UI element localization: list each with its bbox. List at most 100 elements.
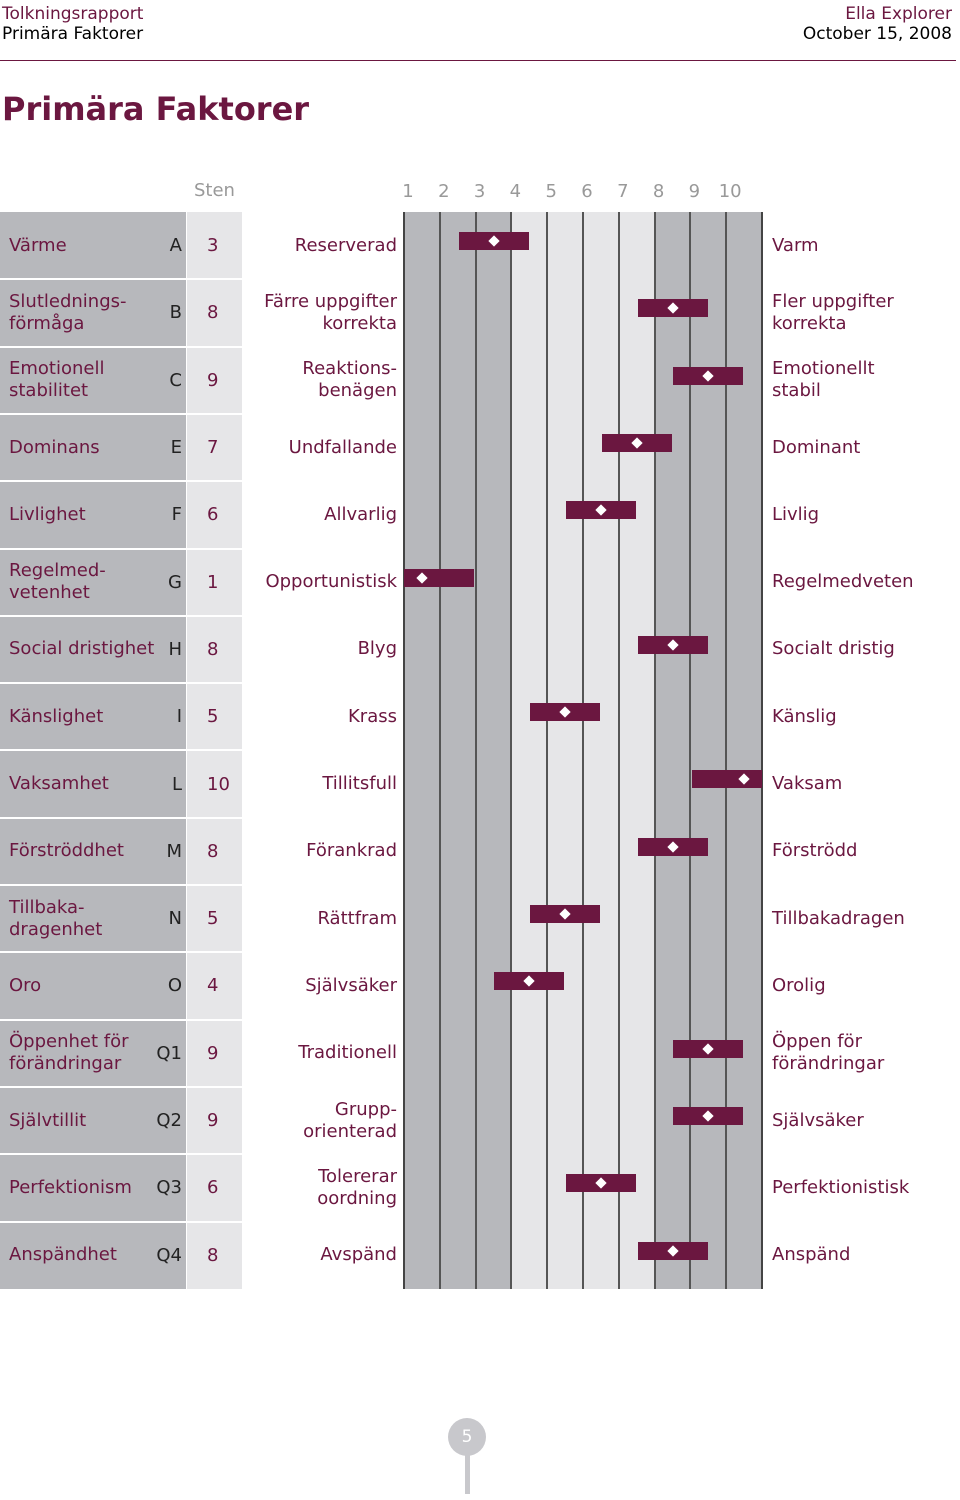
high-pole-label: Anspänd bbox=[772, 1244, 851, 1266]
row-separator bbox=[0, 682, 242, 685]
factor-row: Känslighet I 5 Krass Känslig bbox=[0, 683, 960, 751]
low-pole-label: Självsäker bbox=[305, 974, 397, 996]
factor-letter: E bbox=[170, 437, 182, 459]
factor-letter: L bbox=[171, 773, 182, 795]
scale-number: 7 bbox=[617, 181, 629, 202]
high-pole-label: Tillbakadragen bbox=[772, 907, 905, 929]
header-person-name: Ella Explorer bbox=[845, 4, 952, 24]
factor-letter: Q4 bbox=[156, 1244, 182, 1266]
scale-number: 5 bbox=[545, 181, 557, 202]
low-pole-label: Tolererar oordning bbox=[317, 1165, 397, 1209]
sten-score: 3 bbox=[207, 235, 219, 257]
sten-marker bbox=[404, 568, 474, 587]
row-separator bbox=[0, 1153, 242, 1156]
factor-label-cell bbox=[0, 346, 186, 414]
low-pole-label: Reaktions- benägen bbox=[302, 358, 397, 402]
sten-cell bbox=[187, 1221, 242, 1289]
header-section: Primära Faktorer bbox=[2, 24, 144, 44]
sten-cell bbox=[187, 1154, 242, 1222]
sten-score: 8 bbox=[207, 302, 219, 324]
factor-name: Social dristighet bbox=[9, 638, 155, 660]
sten-marker bbox=[458, 232, 529, 250]
factor-row: Vaksamhet L 10 Tillitsfull Vaksam bbox=[0, 750, 960, 818]
factor-letter: O bbox=[167, 975, 182, 997]
sten-cell bbox=[187, 885, 242, 953]
sten-score: 5 bbox=[207, 908, 219, 930]
sten-marker bbox=[673, 1106, 744, 1125]
scale-gridline bbox=[725, 212, 728, 1289]
row-separator bbox=[0, 884, 242, 886]
sten-cell bbox=[187, 548, 242, 616]
scale-gridline bbox=[474, 212, 477, 1289]
factor-label-cell bbox=[0, 548, 186, 616]
scale-number: 6 bbox=[581, 181, 593, 202]
sten-marker bbox=[637, 299, 708, 318]
factor-row: Förströddhet M 8 Förankrad Förströdd bbox=[0, 817, 960, 885]
low-pole-label: Förankrad bbox=[306, 840, 397, 862]
sten-score: 9 bbox=[207, 369, 219, 391]
scale-band bbox=[511, 212, 548, 1289]
scale-gridline bbox=[438, 212, 441, 1289]
scale-gridline bbox=[617, 212, 620, 1289]
sten-cell bbox=[187, 481, 242, 549]
sten-cell bbox=[187, 346, 242, 414]
sten-marker bbox=[692, 770, 762, 789]
low-pole-label: Färre uppgifter korrekta bbox=[264, 290, 397, 334]
factor-name: Anspändhet bbox=[9, 1244, 117, 1266]
sten-marker bbox=[637, 635, 708, 654]
sten-marker bbox=[637, 837, 708, 856]
sten-cell bbox=[187, 750, 242, 818]
high-pole-label: Livlig bbox=[772, 503, 820, 525]
sten-profile-chart bbox=[403, 212, 763, 1289]
factor-name: Tillbaka- dragenhet bbox=[9, 896, 103, 940]
scale-band bbox=[404, 212, 441, 1289]
high-pole-label: Dominant bbox=[772, 436, 861, 458]
factor-label-cell bbox=[0, 212, 186, 280]
sten-cell bbox=[187, 212, 242, 280]
row-separator bbox=[0, 749, 242, 752]
scale-number: 8 bbox=[652, 181, 665, 202]
sten-score: 8 bbox=[207, 840, 219, 862]
sten-cell bbox=[187, 817, 242, 885]
page-number-stem bbox=[465, 1454, 470, 1494]
factor-row: Värme A 3 Reserverad Varm bbox=[0, 212, 960, 280]
sten-marker bbox=[530, 703, 601, 722]
row-separator bbox=[0, 614, 242, 617]
row-separator bbox=[0, 1085, 242, 1088]
factor-row: Anspändhet Q4 8 Avspänd Anspänd bbox=[0, 1221, 960, 1289]
scale-band bbox=[475, 212, 512, 1289]
factor-letter: G bbox=[168, 571, 182, 593]
sten-marker bbox=[637, 1241, 708, 1260]
row-separator bbox=[0, 1018, 242, 1021]
low-pole-label: Tillitsfull bbox=[322, 773, 397, 795]
factor-letter: I bbox=[176, 706, 182, 728]
sten-score: 6 bbox=[207, 504, 219, 526]
factor-label-cell bbox=[0, 1019, 186, 1087]
factor-row: Självtillit Q2 9 Grupp- orienterad Själv… bbox=[0, 1086, 960, 1155]
row-separator bbox=[0, 547, 242, 550]
scale-gridline bbox=[761, 212, 763, 1289]
factor-letter: N bbox=[168, 908, 182, 930]
sten-marker bbox=[565, 1174, 636, 1193]
high-pole-label: Socialt dristig bbox=[772, 638, 895, 660]
row-separator bbox=[0, 816, 242, 819]
low-pole-label: Opportunistisk bbox=[265, 571, 397, 593]
factor-row: Slutlednings- förmåga B 8 Färre uppgifte… bbox=[0, 279, 960, 347]
high-pole-label: Varm bbox=[772, 234, 819, 256]
factor-label-cell bbox=[0, 817, 186, 885]
high-pole-label: Fler uppgifter korrekta bbox=[772, 290, 894, 334]
high-pole-label: Emotionellt stabil bbox=[772, 358, 875, 402]
factor-label-cell bbox=[0, 615, 186, 684]
low-pole-label: Rättfram bbox=[317, 907, 397, 929]
factor-letter: H bbox=[168, 638, 182, 660]
scale-number: 9 bbox=[688, 181, 701, 202]
scale-band bbox=[547, 212, 584, 1289]
factor-row: Oro O 4 Självsäker Orolig bbox=[0, 952, 960, 1020]
scale-gridline bbox=[403, 212, 405, 1289]
factor-name: Känslighet bbox=[9, 705, 104, 727]
sten-score: 9 bbox=[207, 1110, 219, 1132]
high-pole-label: Perfektionistisk bbox=[772, 1176, 910, 1198]
factor-row: Emotionell stabilitet C 9 Reaktions- ben… bbox=[0, 346, 960, 414]
row-separator bbox=[0, 1220, 242, 1223]
factor-label-cell bbox=[0, 750, 186, 818]
